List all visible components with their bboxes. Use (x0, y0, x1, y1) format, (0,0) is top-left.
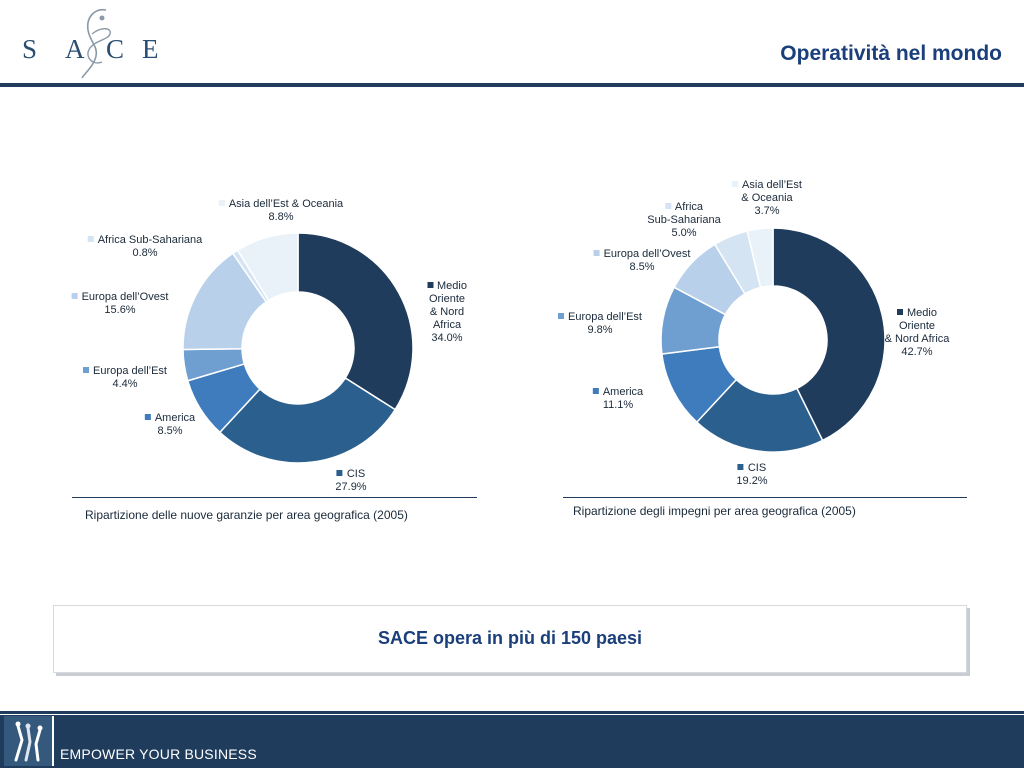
slice-name: Africa Sub-Sahariana (647, 201, 721, 226)
slice-name: Asia dell’Est & Oceania (741, 179, 802, 204)
donut-slice (236, 232, 299, 302)
legend-swatch (71, 293, 78, 299)
slice-value: 19.2% (736, 475, 768, 487)
legend-swatch (664, 203, 671, 209)
slice-name: CIS (747, 462, 767, 474)
legend-swatch (87, 236, 94, 242)
slice-label: Asia dell’Est & Oceania 8.8% (218, 198, 344, 224)
slice-name: Medio Oriente & Nord Africa (428, 280, 467, 331)
slice-label: Europa dell’Ovest 15.6% (71, 291, 169, 317)
slice-value: 34.0% (431, 332, 463, 344)
slice-value: 3.7% (754, 205, 780, 217)
slice-value: 27.9% (335, 481, 367, 493)
donut-chart-svg (660, 227, 886, 453)
legend-swatch (592, 388, 599, 394)
slice-name: Africa Sub-Sahariana (97, 234, 203, 246)
slice-label: America 11.1% (592, 386, 644, 412)
slice-value: 0.8% (132, 247, 158, 259)
slice-label: CIS 27.9% (335, 468, 366, 494)
donut-chart-commitments: Ripartizione degli impegni per area geog… (555, 165, 995, 525)
sace-logo-swirl-icon (81, 8, 111, 79)
legend-swatch (144, 414, 151, 420)
slice-label: Medio Oriente & Nord Africa 42.7% (878, 307, 956, 359)
slice-label: Medio Oriente & Nord Africa 34.0% (421, 280, 474, 345)
logo-letter-a: A (65, 34, 85, 64)
logo-letter-c: C (106, 34, 125, 64)
slice-name: Europa dell’Ovest (603, 248, 691, 260)
slice-name: Medio Oriente & Nord Africa (884, 307, 950, 345)
callout-text: SACE opera in più di 150 paesi (377, 628, 643, 648)
slice-value: 42.7% (901, 346, 933, 358)
legend-swatch (218, 200, 225, 206)
donut-slice (695, 378, 824, 453)
slice-name: CIS (346, 468, 366, 480)
donut-chart-svg (182, 232, 414, 464)
legend-swatch (427, 282, 434, 288)
legend-swatch (732, 181, 739, 187)
slice-name: Europa dell’Est (568, 311, 642, 323)
page-title: Operatività nel mondo (780, 42, 1002, 65)
donut-slice (297, 232, 414, 411)
footer-bar: EMPOWER YOUR BUSINESS (0, 715, 1024, 768)
legend-swatch (558, 313, 564, 319)
donut-chart-new-guarantees: Ripartizione delle nuove garanzie per ar… (60, 180, 500, 522)
slice-value: 11.1% (602, 399, 634, 411)
chart-caption: Ripartizione degli impegni per area geog… (573, 504, 856, 518)
footer-divider (0, 711, 1024, 714)
legend-swatch (897, 309, 904, 315)
legend-swatch (83, 367, 89, 373)
slice-value: 5.0% (671, 227, 697, 239)
slice-label: Africa Sub-Sahariana 0.8% (87, 234, 203, 260)
slice-label: CIS 19.2% (736, 462, 767, 488)
slice-name: America (154, 412, 196, 424)
slice-name: Europa dell’Est (93, 365, 167, 377)
sace-figures-icon (4, 716, 54, 766)
slice-label: Europa dell’Est 9.8% (558, 311, 642, 337)
slice-value: 4.4% (112, 378, 138, 390)
slice-value: 8.5% (157, 425, 183, 437)
header-divider (0, 83, 1024, 87)
slice-name: Asia dell’Est & Oceania (228, 198, 344, 210)
sace-logo: S A C E (18, 4, 168, 84)
slice-name: Europa dell’Ovest (81, 291, 169, 303)
donut-slice (772, 227, 886, 442)
caption-rule (72, 497, 477, 498)
legend-swatch (336, 470, 343, 476)
slice-label: America 8.5% (144, 412, 196, 438)
logo-letter-e: E (142, 34, 159, 64)
slice-label: Europa dell’Est 4.4% (83, 365, 167, 391)
callout-box: SACE opera in più di 150 paesi (53, 605, 967, 673)
legend-swatch (593, 250, 600, 256)
slice-value: 8.5% (629, 261, 655, 273)
logo-letter-s: S (22, 34, 38, 64)
slice-label: Asia dell’Est & Oceania 3.7% (732, 179, 802, 218)
legend-swatch (737, 464, 744, 470)
footer-tagline: EMPOWER YOUR BUSINESS (60, 746, 257, 762)
slice-value: 15.6% (104, 304, 136, 316)
donut-slice (218, 376, 397, 464)
chart-caption: Ripartizione delle nuove garanzie per ar… (85, 508, 408, 522)
slice-value: 9.8% (587, 324, 613, 336)
donut-slice (746, 227, 774, 289)
slice-label: Africa Sub-Sahariana 5.0% (647, 201, 720, 240)
slice-value: 8.8% (268, 211, 294, 223)
caption-rule (563, 497, 967, 498)
slice-name: America (602, 386, 644, 398)
slice-label: Europa dell’Ovest 8.5% (593, 248, 691, 274)
